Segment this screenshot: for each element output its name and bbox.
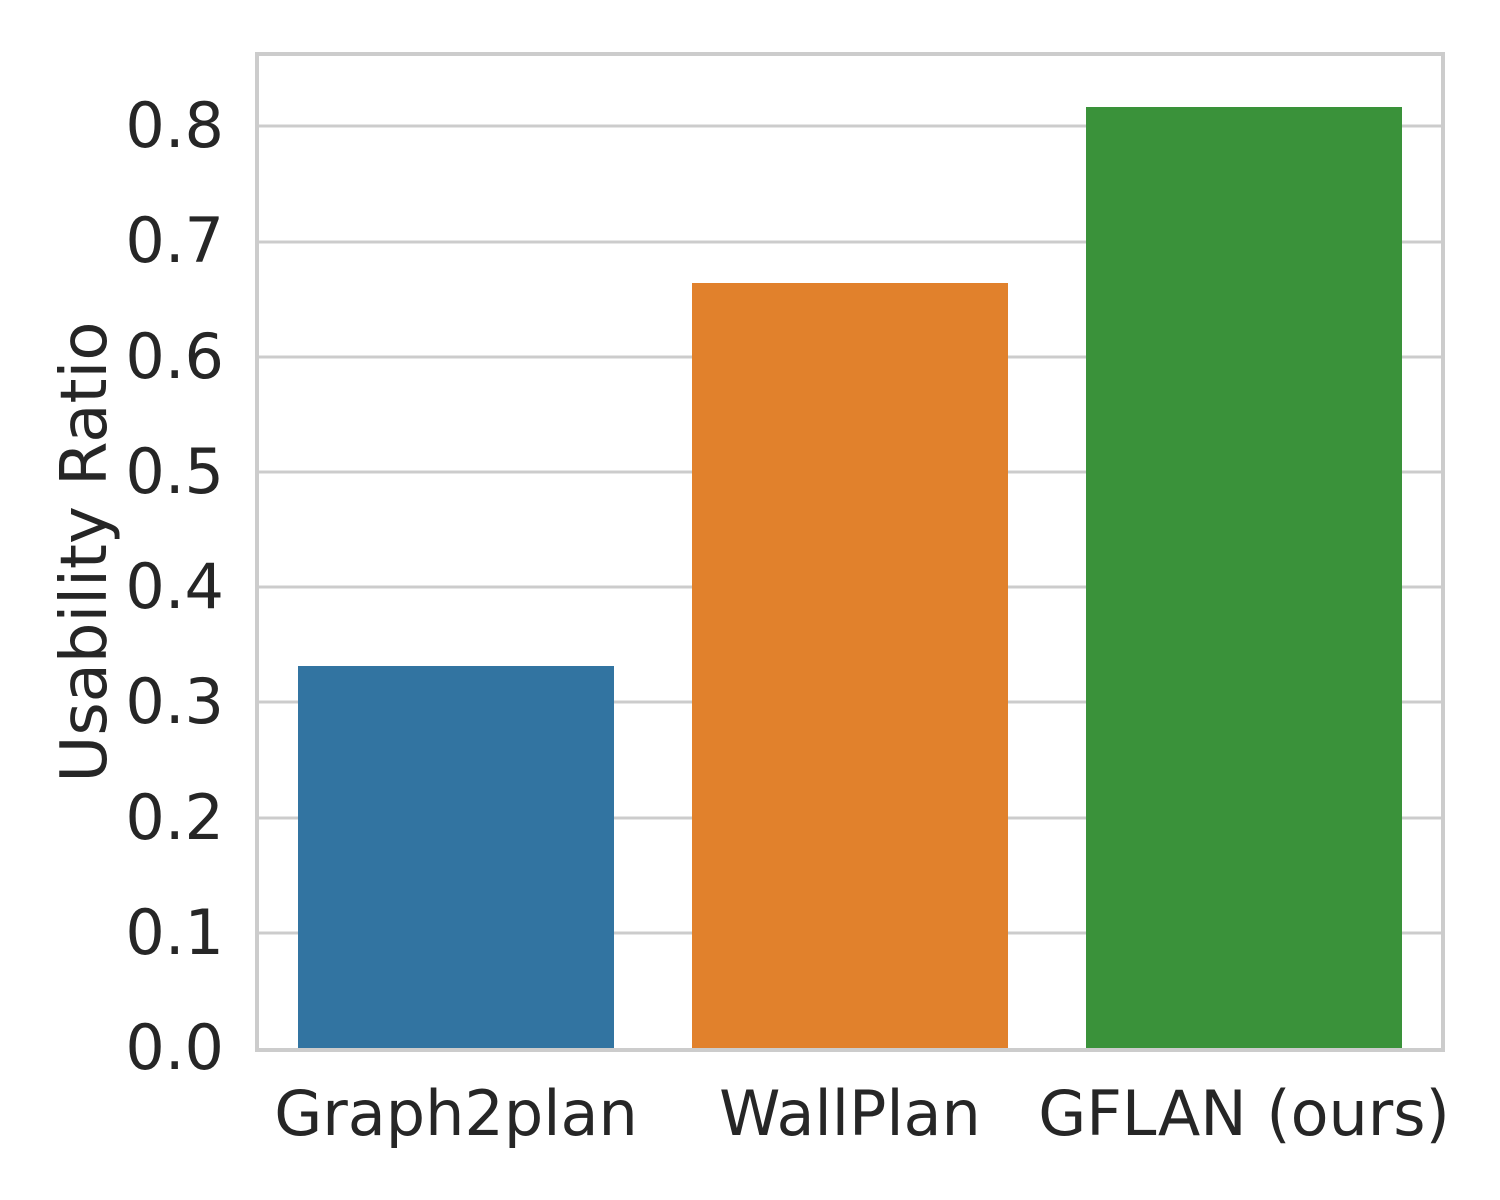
gridline-y-0.7 [259,240,1441,243]
y-tick-label-0.7: 0.7 [125,204,224,278]
x-tick-label-wallplan: WallPlan [719,1077,981,1150]
y-tick-label-0.3: 0.3 [125,665,224,739]
x-tick-label-gflan-ours: GFLAN (ours) [1038,1077,1450,1150]
y-tick-label-0.4: 0.4 [125,550,224,624]
y-tick-label-0.8: 0.8 [125,89,224,163]
y-tick-label-0.2: 0.2 [125,780,224,854]
bar-graph2plan [298,665,614,1048]
x-tick-label-graph2plan: Graph2plan [274,1077,638,1150]
plot-area [255,52,1445,1052]
gridline-y-0.8 [259,124,1441,128]
y-tick-label-0.0: 0.0 [125,1011,224,1084]
bar-wallplan [692,282,1008,1048]
y-tick-label-0.5: 0.5 [125,434,224,508]
y-tick-label-0.6: 0.6 [125,319,224,393]
y-tick-label-0.1: 0.1 [125,895,224,969]
bar-gflan-ours [1086,106,1402,1048]
